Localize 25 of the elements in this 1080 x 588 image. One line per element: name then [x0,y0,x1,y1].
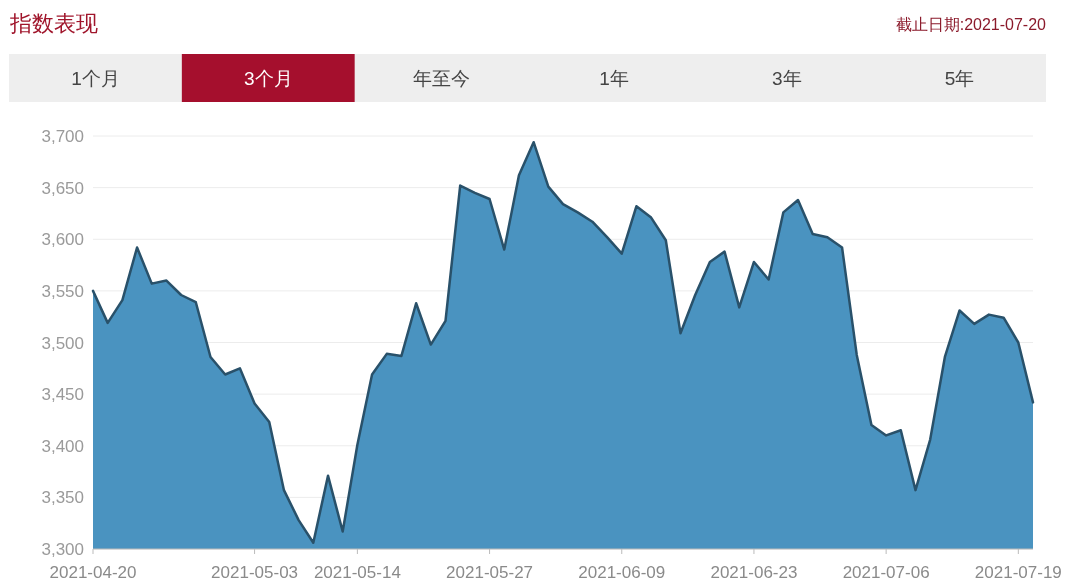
y-tick-label: 3,550 [41,281,84,301]
y-tick-label: 3,600 [41,230,84,250]
y-tick-label: 3,300 [41,540,84,559]
x-tick-label: 2021-04-20 [49,563,137,582]
x-tick-label: 2021-05-14 [313,563,401,582]
x-tick-label: 2021-07-06 [842,563,930,582]
text: 年至今 [412,68,470,89]
y-tick-label: 3,700 [41,127,84,146]
text: 5年 [944,68,975,89]
y-tick-label: 3,500 [41,333,84,353]
text: 1个月 [71,68,120,89]
text: 1年 [599,68,629,89]
x-tick-label: 2021-07-19 [974,563,1062,582]
chart-title: 指数表现 [9,11,98,36]
text: 截止日期:2021-07-20 [895,16,1047,33]
x-tick-label: 2021-05-27 [446,563,534,582]
x-tick-label: 2021-05-03 [211,563,299,582]
y-tick-label: 3,400 [41,436,84,456]
y-tick-label: 3,450 [41,385,84,405]
x-tick-label: 2021-06-23 [710,563,798,582]
text: 3个月 [243,68,293,89]
x-tick-label: 2021-06-09 [578,563,666,582]
y-tick-label: 3,350 [41,488,84,508]
text: 3年 [771,68,802,89]
y-tick-label: 3,650 [41,178,84,198]
